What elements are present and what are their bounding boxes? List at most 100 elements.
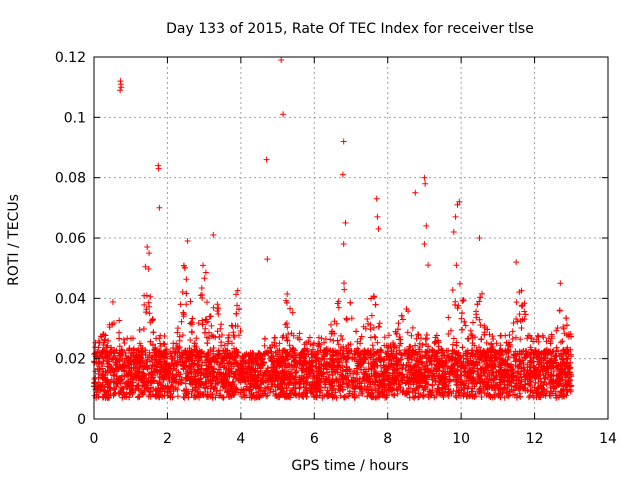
data-point bbox=[439, 347, 446, 354]
data-point bbox=[283, 334, 290, 341]
data-point bbox=[465, 371, 472, 377]
data-point bbox=[362, 348, 369, 355]
data-point bbox=[169, 394, 176, 401]
data-point bbox=[106, 384, 113, 391]
data-point bbox=[180, 309, 187, 316]
data-point bbox=[183, 392, 190, 399]
data-point bbox=[279, 392, 286, 399]
data-point bbox=[329, 378, 336, 385]
data-point bbox=[403, 348, 410, 355]
data-point bbox=[469, 334, 476, 341]
data-point bbox=[239, 393, 245, 400]
data-point bbox=[251, 375, 258, 381]
data-point bbox=[210, 333, 217, 340]
data-point bbox=[255, 372, 262, 379]
data-point bbox=[519, 302, 526, 309]
data-point bbox=[425, 372, 432, 379]
data-point bbox=[94, 365, 101, 372]
data-point bbox=[498, 332, 504, 339]
data-point bbox=[120, 336, 127, 343]
data-point bbox=[121, 368, 128, 374]
data-point bbox=[269, 373, 276, 379]
data-point bbox=[418, 359, 425, 366]
data-point bbox=[134, 394, 141, 401]
data-point bbox=[463, 393, 470, 400]
data-point bbox=[116, 357, 123, 364]
data-point bbox=[517, 336, 524, 343]
data-point bbox=[285, 361, 292, 368]
data-point bbox=[235, 332, 242, 339]
data-point bbox=[358, 350, 365, 357]
data-point bbox=[474, 365, 480, 372]
data-point bbox=[203, 354, 210, 361]
data-point bbox=[332, 389, 339, 396]
data-point bbox=[338, 332, 344, 339]
data-point bbox=[450, 376, 457, 383]
data-point bbox=[122, 350, 129, 356]
data-point bbox=[354, 360, 361, 367]
data-point bbox=[188, 328, 195, 335]
data-point bbox=[303, 371, 310, 378]
data-point bbox=[289, 366, 296, 373]
data-point bbox=[147, 319, 154, 326]
data-point bbox=[513, 334, 519, 341]
data-point bbox=[524, 368, 531, 374]
data-point bbox=[355, 392, 362, 399]
data-point bbox=[540, 372, 547, 379]
data-point bbox=[177, 301, 184, 308]
data-point bbox=[197, 381, 204, 388]
data-point bbox=[455, 389, 462, 396]
data-point bbox=[527, 388, 534, 395]
data-point bbox=[283, 320, 290, 327]
data-point bbox=[145, 266, 152, 272]
data-point bbox=[233, 291, 240, 298]
data-point bbox=[415, 394, 421, 401]
data-point bbox=[490, 336, 497, 342]
data-point bbox=[498, 386, 505, 393]
data-point bbox=[323, 369, 330, 376]
data-point bbox=[231, 334, 238, 340]
data-point bbox=[453, 342, 460, 349]
data-point bbox=[318, 335, 325, 342]
data-point bbox=[481, 379, 488, 386]
data-point bbox=[496, 347, 503, 354]
data-point bbox=[276, 394, 283, 401]
data-point bbox=[181, 394, 188, 401]
data-point bbox=[425, 391, 432, 398]
data-point bbox=[547, 389, 554, 396]
data-point bbox=[170, 345, 177, 351]
data-point bbox=[272, 391, 279, 398]
data-point bbox=[243, 367, 250, 374]
data-point bbox=[218, 321, 225, 328]
data-point bbox=[317, 392, 323, 399]
data-point bbox=[400, 362, 407, 369]
data-point bbox=[220, 394, 227, 401]
data-point bbox=[217, 387, 224, 394]
data-point bbox=[456, 280, 463, 287]
data-point bbox=[505, 354, 512, 361]
data-point bbox=[263, 370, 269, 377]
data-point bbox=[116, 343, 123, 350]
data-point bbox=[224, 371, 231, 378]
data-point bbox=[194, 370, 200, 377]
data-point bbox=[288, 330, 295, 337]
data-point bbox=[453, 262, 460, 269]
data-point bbox=[512, 391, 518, 398]
data-point bbox=[473, 311, 480, 318]
data-point bbox=[468, 331, 475, 338]
data-point bbox=[294, 361, 301, 368]
data-point bbox=[542, 355, 549, 362]
data-point bbox=[523, 372, 530, 379]
data-point bbox=[338, 375, 345, 382]
data-point bbox=[282, 321, 289, 328]
data-point bbox=[520, 360, 527, 366]
data-point bbox=[560, 325, 567, 332]
data-point bbox=[380, 381, 387, 388]
data-point bbox=[518, 368, 524, 375]
data-point bbox=[354, 378, 361, 385]
data-point bbox=[381, 386, 388, 393]
data-point bbox=[209, 394, 216, 401]
data-point bbox=[211, 373, 218, 380]
data-point bbox=[123, 355, 130, 362]
data-point bbox=[228, 382, 235, 389]
